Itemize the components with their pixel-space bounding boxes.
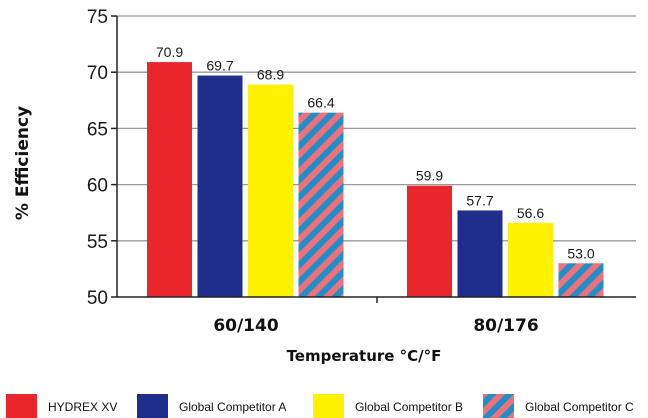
legend-label: HYDREX XV [48, 400, 117, 414]
legend-swatch [137, 394, 168, 418]
data-label: 68.9 [257, 67, 284, 83]
bar [248, 84, 293, 298]
y-axis-title: % Efficiency [13, 106, 33, 220]
category-label: 80/176 [473, 316, 538, 336]
bar [147, 62, 192, 297]
y-tick-label: 50 [87, 288, 108, 309]
data-label: 59.9 [416, 168, 443, 184]
bar [457, 210, 503, 297]
y-tick-label: 75 [87, 7, 108, 28]
data-label: 56.6 [517, 205, 544, 221]
legend-swatch [313, 394, 344, 418]
y-tick-label: 65 [87, 119, 108, 140]
x-axis-title: Temperature °C/°F [287, 347, 442, 365]
data-label: 66.4 [307, 95, 334, 111]
legend-label: Global Competitor A [179, 400, 286, 414]
data-label: 69.7 [206, 58, 233, 74]
data-label: 53.0 [567, 245, 594, 261]
y-tick-label: 60 [87, 176, 108, 197]
gridlines [117, 15, 636, 242]
data-label: 70.9 [156, 44, 183, 60]
legend-label: Global Competitor C [525, 400, 634, 414]
category-label: 60/140 [213, 316, 279, 336]
bar [407, 185, 452, 297]
data-labels: 70.9 69.7 68.9 66.4 59.9 57.7 56.6 53.0 [156, 44, 595, 261]
legend-swatch [6, 394, 37, 418]
axes: 50 55 60 65 70 75 60/140 80/176 [87, 7, 636, 336]
y-tick-label: 70 [87, 63, 108, 84]
data-label: 57.7 [466, 192, 493, 208]
bar [197, 75, 243, 298]
bar [298, 112, 344, 297]
legend: HYDREX XV Global Competitor A Global Compe… [6, 394, 634, 418]
bars [147, 62, 604, 298]
bar [558, 263, 604, 297]
bar [508, 222, 553, 297]
y-tick-label: 55 [87, 232, 108, 253]
legend-swatch [483, 394, 514, 418]
legend-label: Global Competitor B [355, 400, 463, 414]
